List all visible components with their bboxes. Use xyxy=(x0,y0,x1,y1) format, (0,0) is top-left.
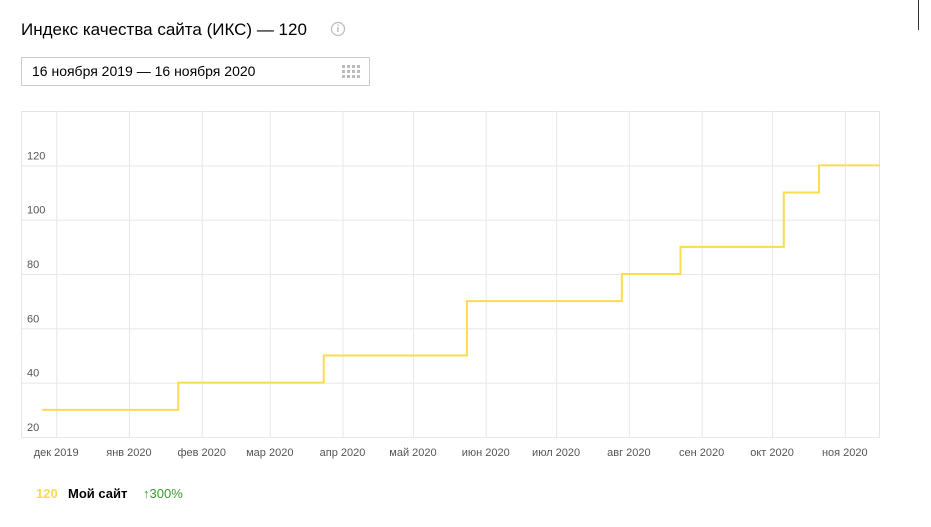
x-tick-label: май 2020 xyxy=(389,447,436,459)
date-picker[interactable]: 16 ноября 2019 — 16 ноября 2020 xyxy=(21,57,370,86)
x-tick-label: авг 2020 xyxy=(607,447,651,459)
data-line xyxy=(42,164,880,411)
x-tick-label: июл 2020 xyxy=(532,447,580,459)
legend-value: 120 xyxy=(36,486,58,501)
legend-name: Мой сайт xyxy=(68,486,127,501)
x-tick-label: дек 2019 xyxy=(34,447,79,459)
y-tick-label: 120 xyxy=(27,150,45,162)
legend: 120 Мой сайт ↑300% xyxy=(36,486,183,501)
y-tick-label: 100 xyxy=(27,205,45,217)
y-tick-label: 40 xyxy=(27,368,39,380)
y-tick-label: 80 xyxy=(27,259,39,271)
y-tick-label: 60 xyxy=(27,313,39,325)
info-icon[interactable] xyxy=(330,21,346,37)
legend-change: ↑300% xyxy=(143,486,183,501)
x-tick-label: янв 2020 xyxy=(106,447,151,459)
x-tick-label: июн 2020 xyxy=(462,447,510,459)
date-range: 16 ноября 2019 — 16 ноября 2020 xyxy=(32,63,256,79)
x-tick-label: окт 2020 xyxy=(750,447,794,459)
x-tick-label: фев 2020 xyxy=(177,447,226,459)
y-tick-label: 20 xyxy=(27,422,39,434)
title: Индекс качества сайта (ИКС) — 120 xyxy=(21,20,307,39)
x-tick-label: мар 2020 xyxy=(246,447,293,459)
x-tick-label: ноя 2020 xyxy=(822,447,868,459)
x-tick-label: сен 2020 xyxy=(679,447,724,459)
x-tick-label: апр 2020 xyxy=(320,447,366,459)
